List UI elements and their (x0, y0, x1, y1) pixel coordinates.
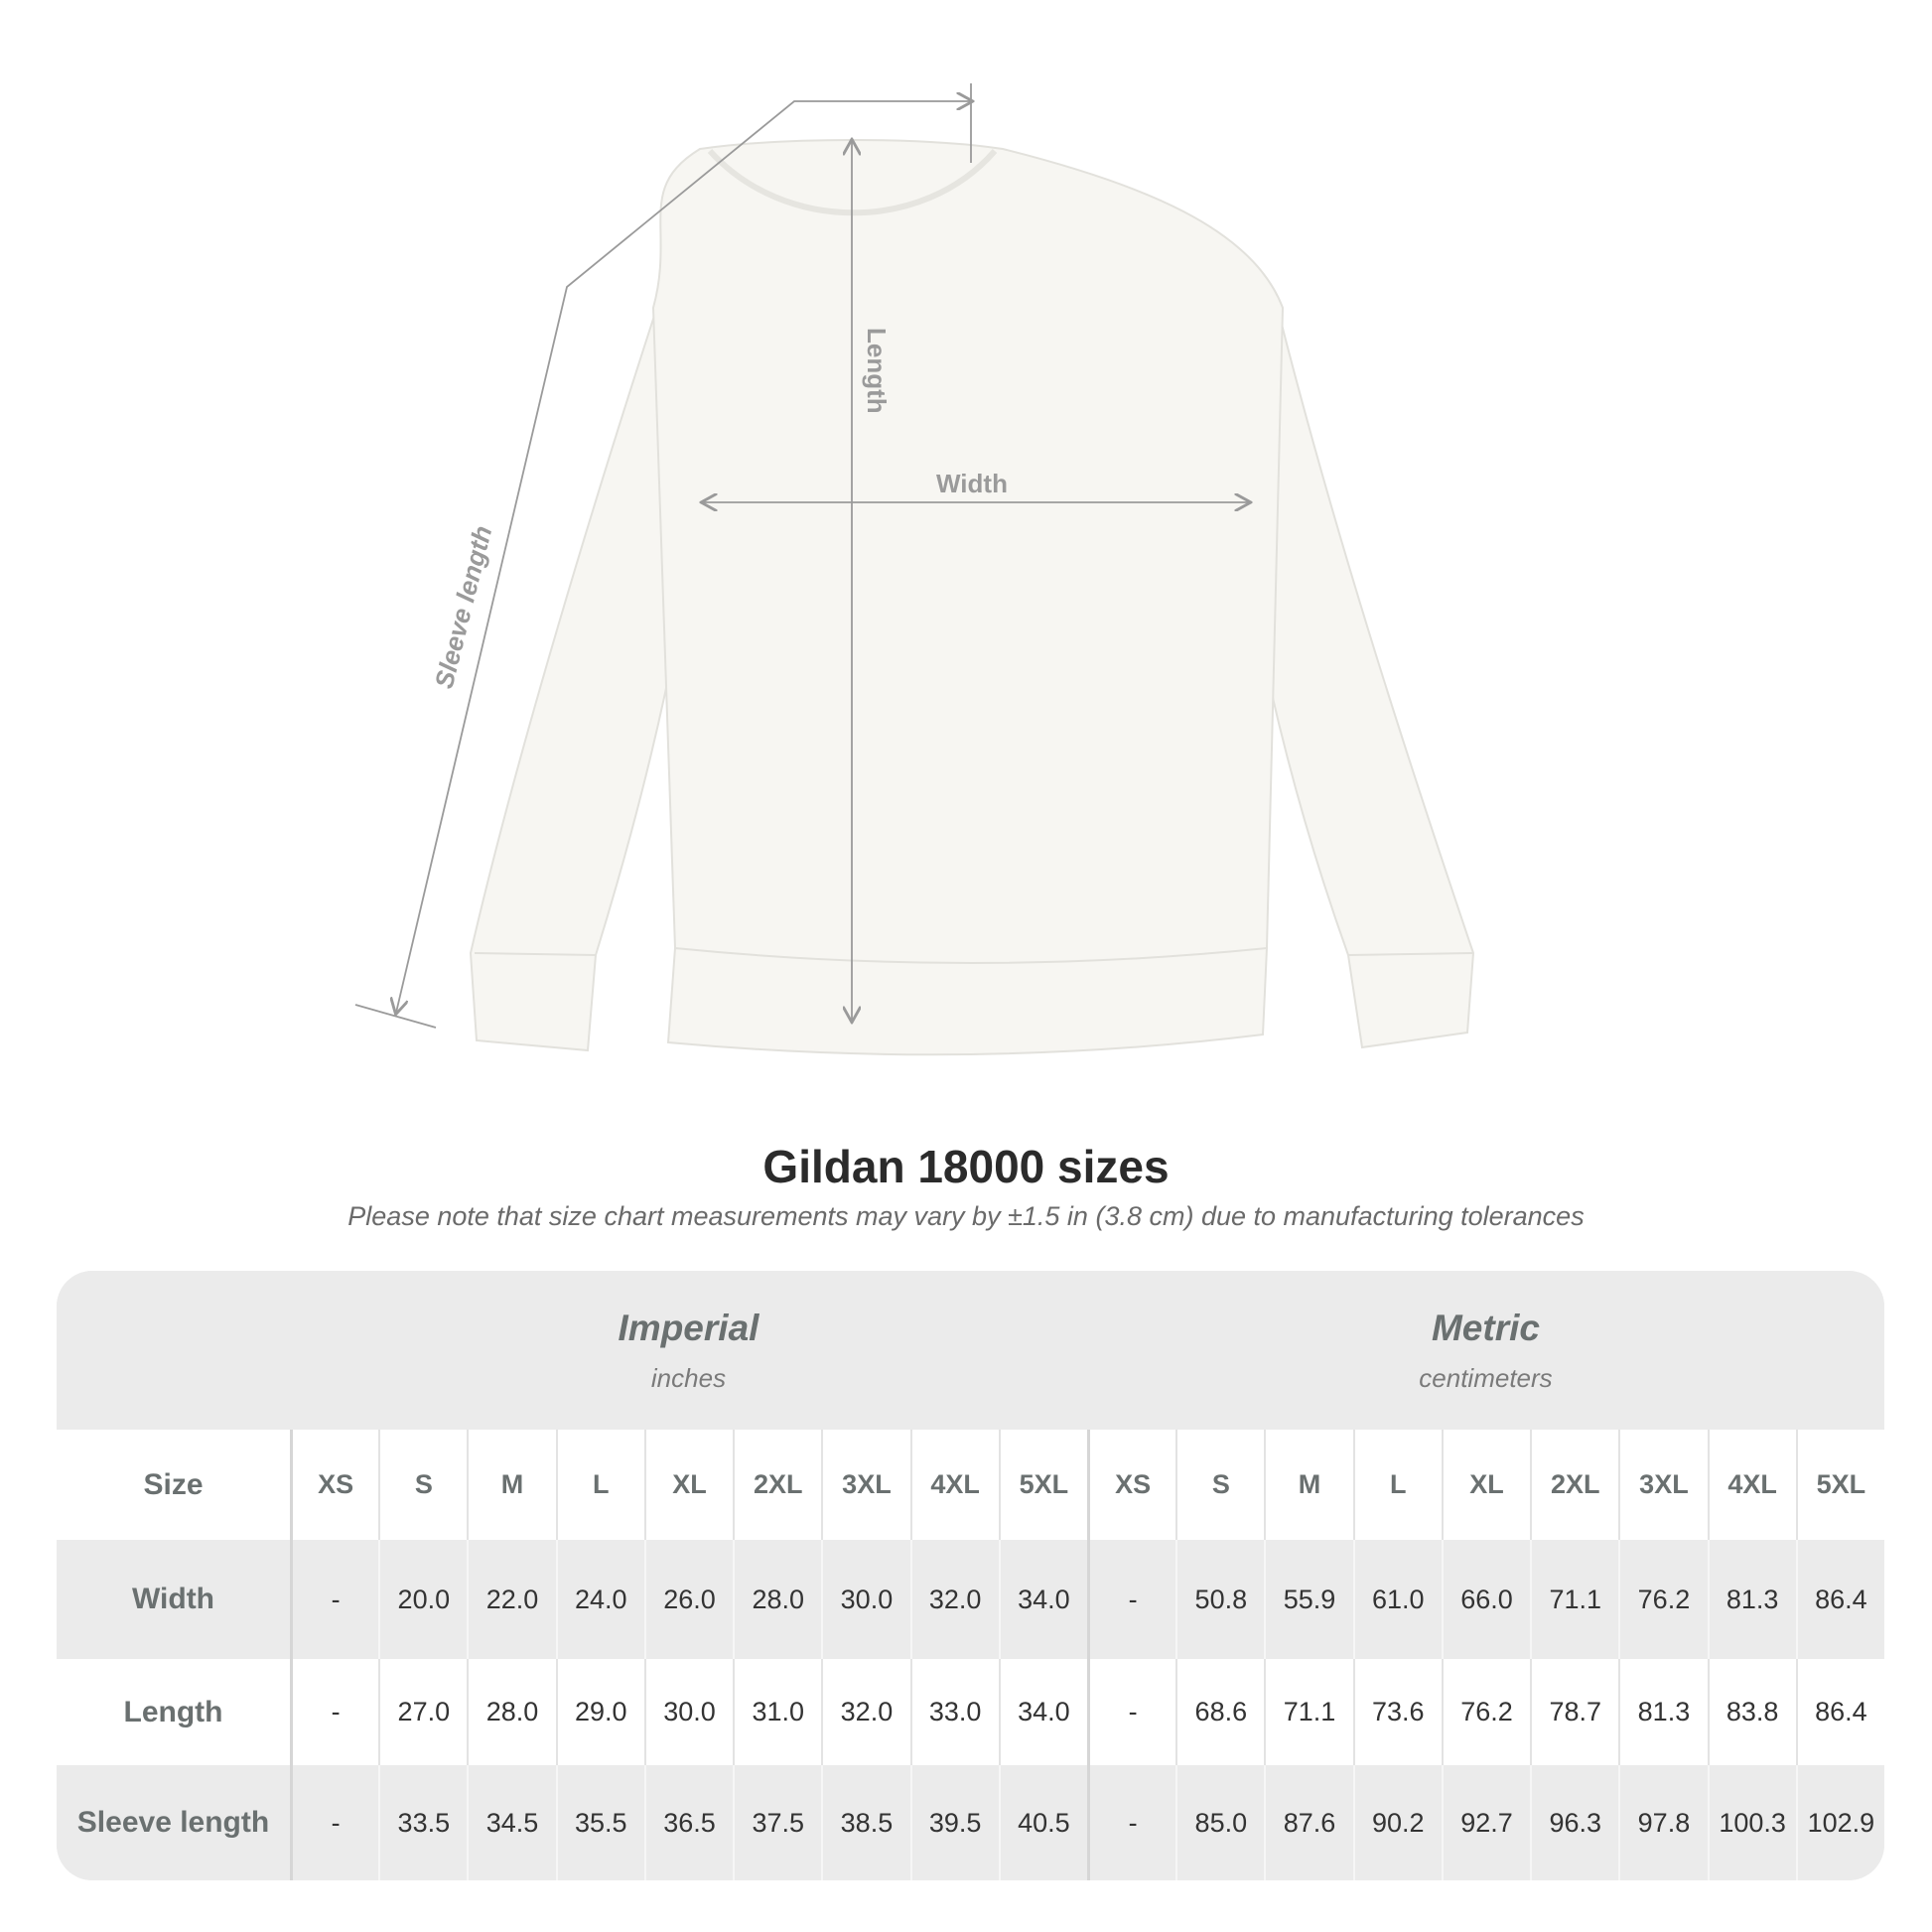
value-cell: - (290, 1765, 379, 1880)
row-label: Length (57, 1659, 290, 1765)
value-cell: 68.6 (1175, 1659, 1265, 1765)
value-cell: 61.0 (1352, 1540, 1442, 1659)
size-header: XL (643, 1430, 734, 1540)
size-table: Imperial inches Metric centimeters Size XS S M L… (57, 1271, 1884, 1880)
value-cell: - (1086, 1659, 1176, 1765)
value-cell: 37.5 (733, 1765, 822, 1880)
right-cuff (1347, 952, 1474, 956)
value-cell: 73.6 (1352, 1659, 1442, 1765)
value-cell: 55.9 (1264, 1540, 1353, 1659)
value-cell: 40.5 (998, 1765, 1087, 1880)
size-header: M (467, 1430, 556, 1540)
value-cell: 30.0 (821, 1540, 910, 1659)
value-cell: 24.0 (555, 1540, 644, 1659)
group-header-metric: Metric centimeters (1086, 1271, 1884, 1430)
size-header: 5XL (998, 1430, 1087, 1540)
value-cell: 35.5 (555, 1765, 644, 1880)
value-cell: 50.8 (1175, 1540, 1265, 1659)
value-cell: 33.0 (909, 1659, 999, 1765)
width-label: Width (936, 469, 1008, 498)
page-title: Gildan 18000 sizes (762, 1141, 1170, 1192)
value-cell: 96.3 (1530, 1765, 1619, 1880)
group-unit: inches (650, 1362, 727, 1393)
value-cell: 38.5 (821, 1765, 910, 1880)
sleeve-bottom-tick (354, 1004, 437, 1029)
value-cell: 81.3 (1618, 1659, 1708, 1765)
length-label: Length (862, 328, 892, 414)
size-header: M (1264, 1430, 1353, 1540)
size-header: XS (1086, 1430, 1176, 1540)
size-header: L (1352, 1430, 1442, 1540)
size-header: 4XL (909, 1430, 999, 1540)
size-header: XL (1441, 1430, 1531, 1540)
sleeve-arrow (396, 101, 971, 1013)
value-cell: 31.0 (733, 1659, 822, 1765)
measurement-lines (354, 83, 1249, 1029)
size-header: XS (290, 1430, 379, 1540)
sweatshirt-image (469, 139, 1475, 1056)
value-cell: 76.2 (1618, 1540, 1708, 1659)
value-cell: 26.0 (643, 1540, 734, 1659)
value-cell: 78.7 (1530, 1659, 1619, 1765)
size-header: 3XL (821, 1430, 910, 1540)
value-cell: - (1086, 1765, 1176, 1880)
value-cell: 34.5 (467, 1765, 556, 1880)
group-unit: centimeters (1419, 1362, 1553, 1393)
value-cell: 28.0 (467, 1659, 556, 1765)
sleeve-length-label: Sleeve length (429, 523, 498, 692)
value-cell: 90.2 (1352, 1765, 1442, 1880)
size-header: 4XL (1707, 1430, 1796, 1540)
value-cell: 32.0 (909, 1540, 999, 1659)
value-cell: 20.0 (378, 1540, 468, 1659)
value-cell: 30.0 (643, 1659, 734, 1765)
value-cell: 34.0 (998, 1540, 1087, 1659)
row-label: Width (57, 1540, 290, 1659)
header-corner (57, 1271, 290, 1430)
size-header: 2XL (1530, 1430, 1619, 1540)
value-cell: 86.4 (1795, 1659, 1884, 1765)
value-cell: 87.6 (1264, 1765, 1353, 1880)
group-header-imperial: Imperial inches (290, 1271, 1087, 1430)
group-name: Imperial (618, 1307, 759, 1348)
value-cell: 29.0 (555, 1659, 644, 1765)
size-header: 5XL (1795, 1430, 1884, 1540)
value-cell: - (1086, 1540, 1176, 1659)
value-cell: 100.3 (1707, 1765, 1796, 1880)
value-cell: 66.0 (1441, 1540, 1531, 1659)
value-cell: 33.5 (378, 1765, 468, 1880)
value-cell: 36.5 (643, 1765, 734, 1880)
size-header: S (1175, 1430, 1265, 1540)
value-cell: 85.0 (1175, 1765, 1265, 1880)
value-cell: 34.0 (998, 1659, 1087, 1765)
row-label: Sleeve length (57, 1765, 290, 1880)
value-cell: 86.4 (1795, 1540, 1884, 1659)
size-row-label: Size (57, 1430, 290, 1540)
value-cell: 22.0 (467, 1540, 556, 1659)
value-cell: 32.0 (821, 1659, 910, 1765)
value-cell: 76.2 (1441, 1659, 1531, 1765)
value-cell: 71.1 (1530, 1540, 1619, 1659)
sweatshirt-diagram: Length Width Sleeve length (354, 83, 1475, 1056)
value-cell: 71.1 (1264, 1659, 1353, 1765)
value-cell: 27.0 (378, 1659, 468, 1765)
value-cell: - (290, 1659, 379, 1765)
size-header: L (555, 1430, 644, 1540)
value-cell: 83.8 (1707, 1659, 1796, 1765)
value-cell: 28.0 (733, 1540, 822, 1659)
size-header: 2XL (733, 1430, 822, 1540)
tolerance-note: Please note that size chart measurements… (347, 1201, 1585, 1231)
body (651, 139, 1285, 1056)
size-header: 3XL (1618, 1430, 1708, 1540)
value-cell: 102.9 (1795, 1765, 1884, 1880)
value-cell: 92.7 (1441, 1765, 1531, 1880)
size-header: S (378, 1430, 468, 1540)
group-name: Metric (1431, 1307, 1540, 1348)
value-cell: 39.5 (909, 1765, 999, 1880)
value-cell: 97.8 (1618, 1765, 1708, 1880)
value-cell: - (290, 1540, 379, 1659)
value-cell: 81.3 (1707, 1540, 1796, 1659)
